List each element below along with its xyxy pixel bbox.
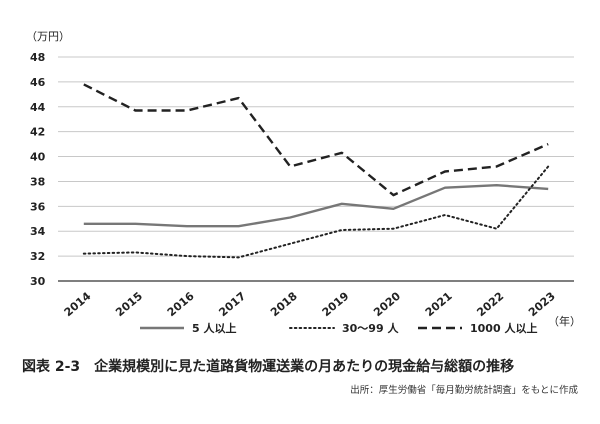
y-tick-label: 42 <box>30 126 45 139</box>
line-chart: 30 32 34 36 38 40 42 44 46 48 2014 2015 2016 2017 201… <box>26 30 581 335</box>
y-tick-label: 32 <box>30 250 45 263</box>
x-tick-label: 2022 <box>474 289 506 319</box>
legend: 5 人以上 30～99 人 1000 人以上 <box>140 321 537 335</box>
y-tick-label: 34 <box>30 225 46 238</box>
x-tick-label: 2017 <box>216 289 248 319</box>
gridlines <box>58 56 574 282</box>
y-axis-unit-label: （万円） <box>26 30 70 43</box>
legend-label: 30～99 人 <box>342 321 399 335</box>
y-tick-label: 44 <box>30 101 46 114</box>
x-axis-unit-label: （年） <box>548 314 581 328</box>
source-note: 出所：厚生労働省「毎月勤労統計調査」をもとに作成 <box>350 385 578 396</box>
x-tick-label: 2020 <box>371 289 403 319</box>
figure-number: 図表 2-3 <box>22 359 81 375</box>
x-axis-tick-labels: 2014 2015 2016 2017 2018 2019 2020 2021 2022 2023 <box>62 289 558 319</box>
y-tick-label: 38 <box>30 175 45 188</box>
legend-label: 5 人以上 <box>192 321 236 335</box>
y-tick-label: 36 <box>30 200 46 213</box>
y-tick-label: 40 <box>30 151 46 164</box>
figure-caption: 図表 2-3 企業規模別に見た道路貨物運送業の月あたりの現金給与総額の推移 <box>22 356 582 376</box>
x-tick-label: 2014 <box>62 289 94 319</box>
series-line-1 <box>83 183 549 228</box>
x-tick-label: 2019 <box>320 289 352 319</box>
y-tick-label: 30 <box>30 275 46 288</box>
x-tick-label: 2021 <box>423 289 455 319</box>
x-tick-label: 2016 <box>165 289 197 319</box>
x-tick-label: 2015 <box>113 289 145 319</box>
y-axis-tick-labels: 30 32 34 36 38 40 42 44 46 48 <box>30 51 46 288</box>
y-tick-label: 46 <box>30 76 46 89</box>
legend-label: 1000 人以上 <box>470 321 537 335</box>
series-line-2 <box>82 165 550 259</box>
x-tick-label: 2018 <box>268 289 300 319</box>
figure-title: 企業規模別に見た道路貨物運送業の月あたりの現金給与総額の推移 <box>94 359 515 375</box>
series-lines <box>82 83 550 259</box>
series-line-3 <box>83 83 549 197</box>
y-tick-label: 48 <box>30 51 45 64</box>
